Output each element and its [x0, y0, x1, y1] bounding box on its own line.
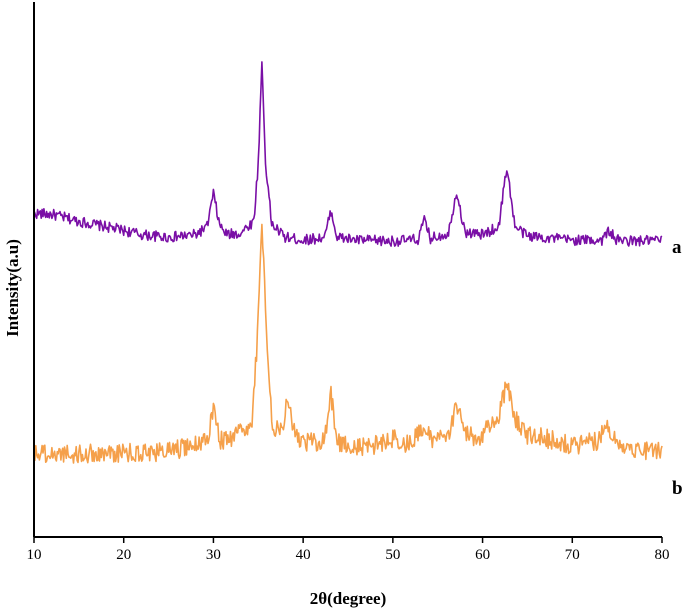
traces	[33, 61, 663, 464]
x-axis-title: 2θ(degree)	[310, 589, 387, 608]
x-tick-label-70: 70	[565, 547, 580, 563]
x-tick-label-80: 80	[655, 547, 670, 563]
series-label-a: a	[672, 237, 682, 258]
x-tick-label-40: 40	[296, 547, 311, 563]
x-tick-label-60: 60	[475, 547, 490, 563]
series-label-b: b	[672, 478, 683, 499]
x-tick-label-20: 20	[116, 547, 131, 563]
x-tick-label-10: 10	[27, 547, 42, 563]
x-tick-label-50: 50	[385, 547, 400, 563]
series-line-b	[33, 223, 663, 464]
x-tick-label-30: 30	[206, 547, 221, 563]
series-line-a	[33, 61, 663, 247]
y-axis-title: Intensity(a.u)	[3, 239, 22, 337]
x-tick-labels: 10 20 30 40 50 60 70 80	[27, 547, 670, 563]
